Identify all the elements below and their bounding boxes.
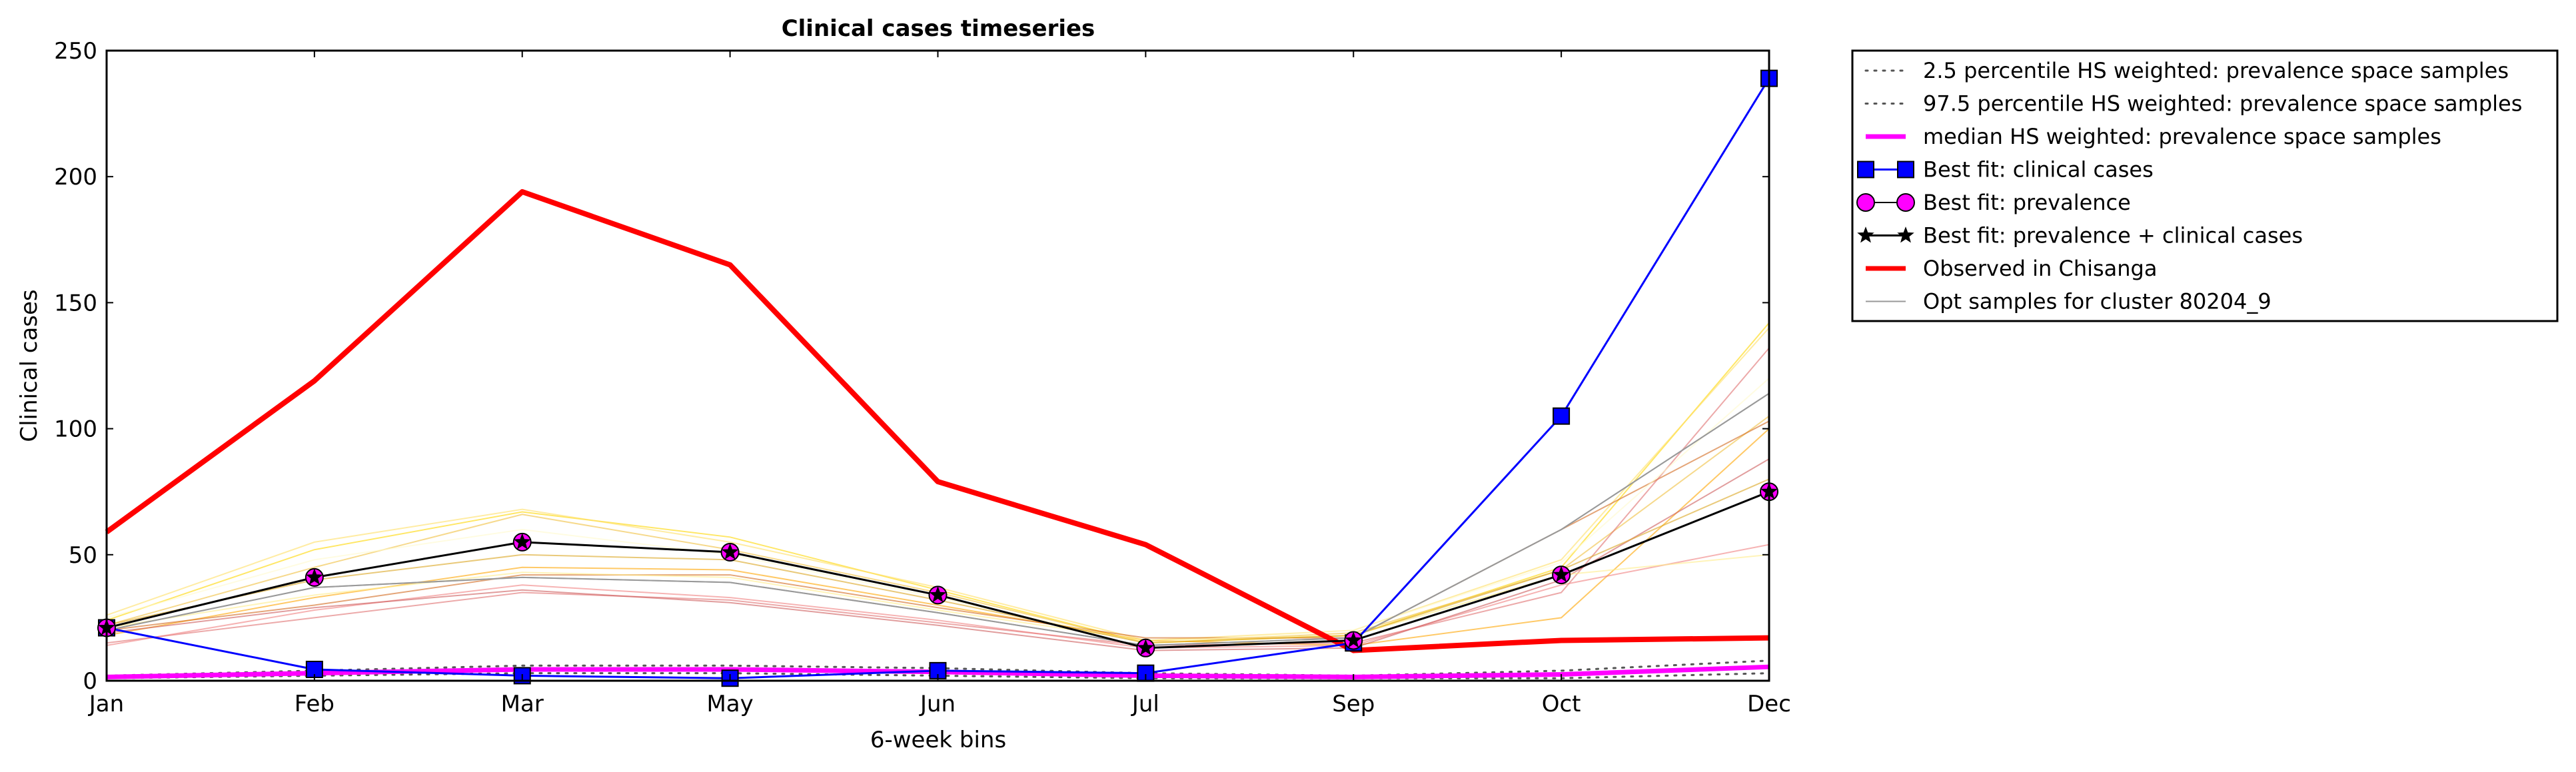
x-tick-label: Oct (1542, 691, 1581, 717)
legend-label: Observed in Chisanga (1923, 256, 2157, 281)
y-tick-label: 150 (54, 290, 97, 316)
combined-fit-marker (1137, 639, 1155, 655)
legend-label: 2.5 percentile HS weighted: prevalence s… (1923, 58, 2509, 83)
x-axis-label: 6-week bins (870, 727, 1006, 753)
legend-frame (1851, 49, 2559, 322)
y-tick-label: 0 (83, 668, 97, 695)
legend-marker (1896, 193, 1915, 212)
opt-sample-line (106, 458, 1770, 651)
series-markers (97, 69, 1778, 687)
combined-fit-marker (1553, 566, 1570, 582)
y-tick-label: 250 (54, 38, 97, 65)
legend-marker (1857, 226, 1874, 243)
opt-sample-line (106, 554, 1770, 641)
legend-entry-0: 2.5 percentile HS weighted: prevalence s… (1864, 58, 2509, 83)
y-axis-label: Clinical cases (16, 289, 43, 442)
clinical-cases-marker (1553, 407, 1571, 425)
legend-entry-5: Best fit: prevalence + clinical cases (1857, 223, 2303, 248)
series-line-7 (106, 392, 1770, 647)
legend-marker (1897, 226, 1914, 243)
combined-fit-marker (929, 585, 947, 603)
x-tick-label: Jun (919, 691, 956, 717)
legend-label: median HS weighted: prevalence space sam… (1923, 124, 2441, 149)
legend-marker (1897, 161, 1914, 179)
x-tick-label: Dec (1747, 691, 1791, 717)
legend-marker (1856, 193, 1875, 212)
chart-title: Clinical cases timeseries (782, 15, 1095, 42)
legend-entries: 2.5 percentile HS weighted: prevalence s… (1856, 58, 2522, 314)
y-tick-label: 50 (69, 542, 97, 569)
x-tick-label: Jul (1131, 691, 1159, 717)
x-tick-label: Sep (1332, 691, 1375, 717)
legend-entry-7: Opt samples for cluster 80204_9 (1866, 289, 2271, 314)
legend-label: 97.5 percentile HS weighted: prevalence … (1923, 91, 2522, 117)
legend-entry-6: Observed in Chisanga (1866, 256, 2157, 281)
legend-entry-2: median HS weighted: prevalence space sam… (1866, 124, 2441, 149)
combined-fit-marker (721, 543, 739, 560)
legend-entry-1: 97.5 percentile HS weighted: prevalence … (1864, 91, 2522, 117)
legend-label: Opt samples for cluster 80204_9 (1923, 289, 2271, 314)
combined-fit-marker (1345, 631, 1363, 648)
legend-entry-4: Best fit: prevalence (1856, 190, 2131, 215)
combined-fit-marker (306, 568, 323, 585)
legend-entry-3: Best fit: clinical cases (1857, 157, 2154, 183)
x-tick-label: May (706, 691, 753, 717)
series-line-5 (106, 490, 1770, 649)
series-line-6 (105, 189, 1770, 653)
x-tick-label: Feb (295, 691, 334, 717)
legend-label: Best fit: prevalence + clinical cases (1923, 223, 2303, 248)
y-axis-ticks: 0 50 100 150 200 250 (54, 38, 1769, 695)
legend-label: Best fit: prevalence (1923, 190, 2131, 215)
legend-marker (1857, 161, 1874, 179)
opt-sample-line (106, 415, 1770, 644)
x-tick-label: Mar (501, 691, 544, 717)
opt-sample-line (106, 347, 1770, 647)
combined-fit-marker (513, 533, 531, 550)
x-tick-label: Jan (88, 691, 124, 717)
opt-sample-line (106, 478, 1770, 644)
legend-label: Best fit: clinical cases (1923, 157, 2154, 183)
y-tick-label: 200 (54, 164, 97, 191)
x-axis-ticks: Jan Feb Mar May Jun Jul Sep Oct Dec (88, 51, 1791, 717)
legend: 2.5 percentile HS weighted: prevalence s… (1851, 49, 2559, 322)
y-tick-label: 100 (54, 416, 97, 443)
